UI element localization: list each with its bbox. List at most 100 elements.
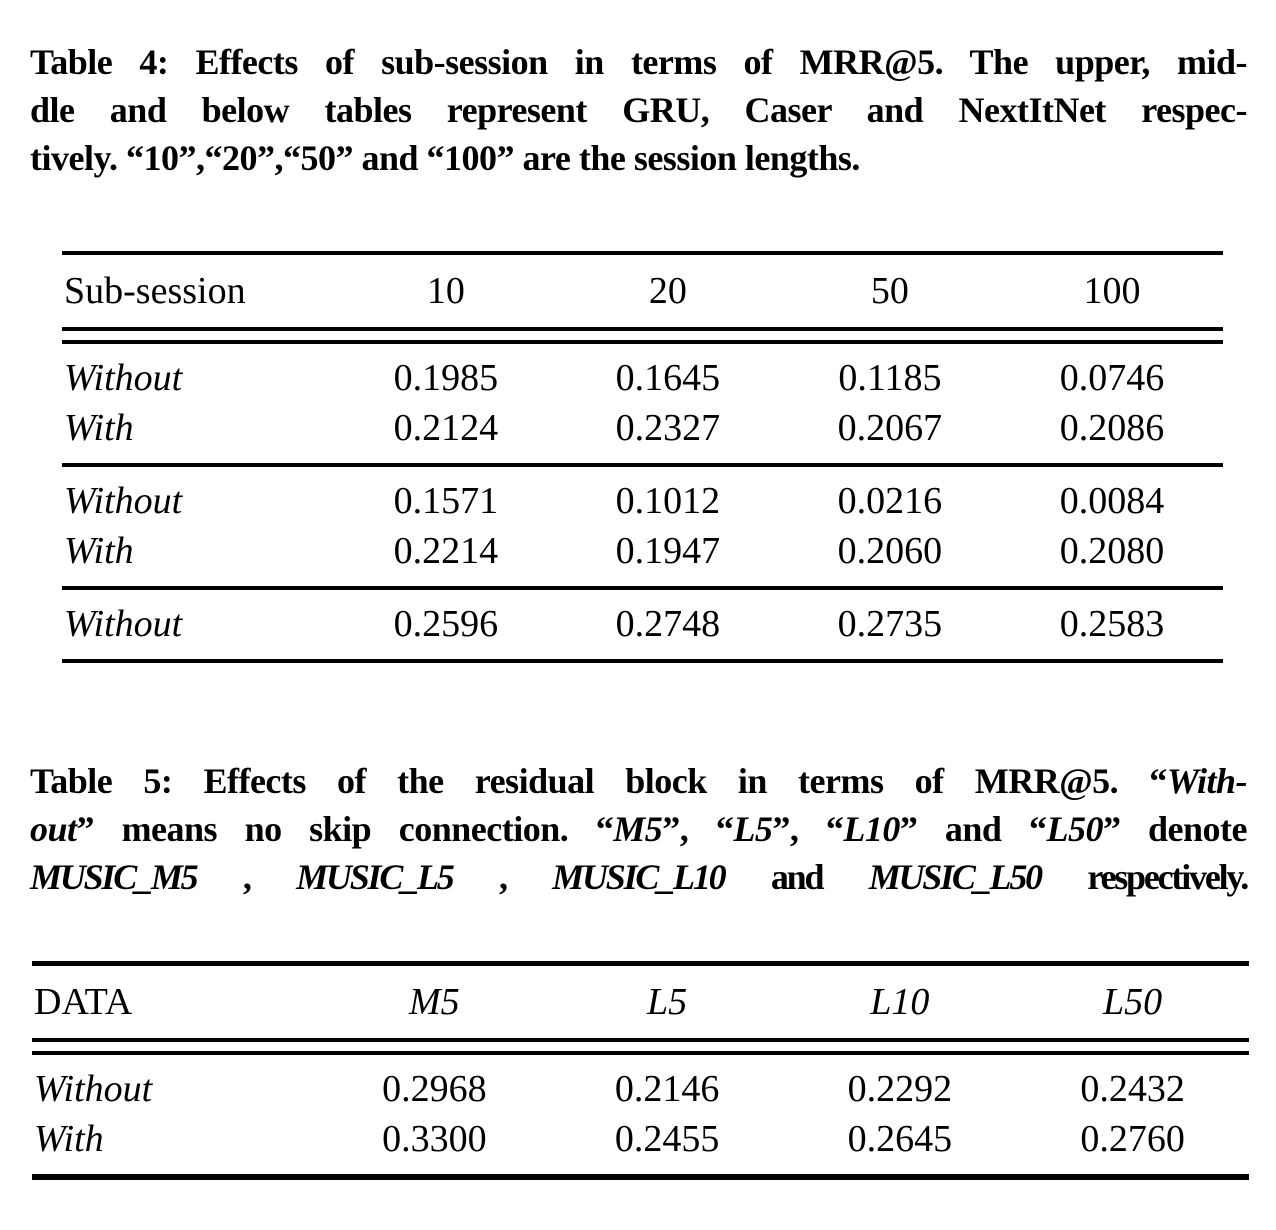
table5: DATA M5 L5 L10 L50 Without 0.2968 0.2146…: [32, 961, 1249, 1180]
caption-segment: ”, “: [662, 809, 734, 849]
table4-caption: Table 4: Effects of sub-session in terms…: [30, 38, 1248, 182]
caption-segment: and: [724, 857, 869, 897]
table4-header-row: Sub-session 10 20 50 100: [62, 255, 1223, 327]
row-label: With: [64, 407, 134, 449]
value-cell: 0.2968: [382, 1068, 487, 1110]
table4-group-nextitnet: Without 0.2596 0.2748 0.2735 0.2583: [62, 590, 1223, 659]
table5-bottom-rule: [32, 1174, 1249, 1180]
double-rule-line: [62, 327, 1223, 331]
caption-segment: L10: [843, 809, 900, 849]
row-label: Without: [64, 357, 183, 399]
table5-body: Without 0.2968 0.2146 0.2292 0.2432 With…: [32, 1055, 1249, 1174]
table5-caption-label: Table 5:: [30, 761, 173, 801]
caption-segment: L5: [733, 809, 773, 849]
caption-segment: respectively.: [1040, 857, 1249, 897]
double-rule-line: [62, 340, 1223, 344]
value-cell: 0.2067: [837, 407, 943, 449]
caption-segment: MUSIC_M5: [30, 857, 199, 897]
value-cell: 0.2292: [847, 1068, 953, 1110]
table5-double-rule: [32, 1038, 1249, 1055]
value-cell: 0.2080: [1059, 530, 1165, 572]
value-cell: 0.2760: [1080, 1118, 1185, 1160]
table4-mid-rule: [62, 586, 1223, 590]
table-row: With 0.2124 0.2327 0.2067 0.2086: [62, 403, 1223, 453]
value-cell: 0.2735: [837, 603, 943, 645]
double-rule-line: [32, 1051, 1249, 1055]
table4-caption-line1: Table 4: Effects of sub-session in terms…: [30, 38, 1248, 86]
value-cell: 0.2645: [847, 1118, 953, 1160]
table5-caption-line2: out” means no skip connection. “M5”, “L5…: [30, 805, 1248, 853]
caption-segment: ”, “: [772, 809, 844, 849]
caption-segment: L50: [1046, 809, 1103, 849]
column-header-data: DATA: [34, 981, 133, 1023]
value-cell: 0.2596: [393, 603, 499, 645]
value-cell: 0.0216: [837, 480, 943, 522]
table4-group-gru: Without 0.1985 0.1645 0.1185 0.0746 With…: [62, 344, 1223, 463]
table5-caption-italic: With-: [1166, 761, 1248, 801]
table5-caption-line3: MUSIC_M5 , MUSIC_L5 , MUSIC_L10 and MUSI…: [30, 853, 1249, 901]
caption-segment: ,: [196, 857, 297, 897]
table4-top-rule: [62, 251, 1223, 255]
table-row: With 0.3300 0.2455 0.2645 0.2760: [32, 1114, 1249, 1164]
column-header-l10: L10: [870, 981, 930, 1023]
column-header-l5: L5: [647, 981, 688, 1023]
column-header-100: 100: [1083, 270, 1141, 312]
value-cell: 0.2086: [1059, 407, 1165, 449]
table-row: Without 0.1985 0.1645 0.1185 0.0746: [62, 353, 1223, 403]
value-cell: 0.2214: [393, 530, 499, 572]
value-cell: 0.1012: [615, 480, 721, 522]
double-rule-gap: [32, 1042, 1249, 1051]
value-cell: 0.0746: [1059, 357, 1165, 399]
value-cell: 0.2455: [614, 1118, 720, 1160]
row-label: Without: [64, 603, 183, 645]
table-row: Without 0.1571 0.1012 0.0216 0.0084: [62, 476, 1223, 526]
column-header-20: 20: [648, 270, 687, 312]
table5-caption: Table 5: Effects of the residual block i…: [30, 757, 1249, 901]
value-cell: 0.2124: [393, 407, 499, 449]
caption-segment: MUSIC_L10: [552, 857, 726, 897]
value-cell: 0.1645: [615, 357, 721, 399]
caption-segment: out: [30, 809, 77, 849]
value-cell: 0.1185: [838, 357, 942, 399]
table4-caption-line2: dle and below tables represent GRU, Case…: [30, 90, 1248, 130]
row-label: Without: [34, 1068, 153, 1110]
table-row: With 0.2214 0.1947 0.2060 0.2080: [62, 526, 1223, 576]
value-cell: 0.3300: [382, 1118, 487, 1160]
caption-segment: MUSIC_L5: [296, 857, 455, 897]
table4-double-rule: [62, 327, 1223, 344]
caption-segment: ” means no skip connection. “: [76, 809, 614, 849]
row-label: With: [64, 530, 134, 572]
value-cell: 0.1985: [393, 357, 499, 399]
table-row: Without 0.2968 0.2146 0.2292 0.2432: [32, 1064, 1249, 1114]
value-cell: 0.1947: [615, 530, 721, 572]
double-rule-line: [32, 1038, 1249, 1042]
table4: Sub-session 10 20 50 100 Without 0.1985 …: [62, 251, 1223, 663]
row-label: Without: [64, 480, 183, 522]
value-cell: 0.0084: [1059, 480, 1165, 522]
table5-caption-text: Effects of the residual block in terms o…: [172, 761, 1167, 801]
value-cell: 0.1571: [393, 480, 499, 522]
table4-caption-text: Effects of sub-session in terms of MRR@5…: [168, 42, 1248, 82]
value-cell: 0.2327: [615, 407, 721, 449]
caption-segment: ” denote: [1102, 809, 1248, 849]
table5-caption-line1: Table 5: Effects of the residual block i…: [30, 757, 1248, 805]
table4-caption-line3: tively. “10”,“20”,“50” and “100” are the…: [30, 138, 860, 178]
value-cell: 0.2060: [837, 530, 943, 572]
value-cell: 0.2432: [1080, 1068, 1185, 1110]
table5-header-row: DATA M5 L5 L10 L50: [32, 966, 1249, 1038]
double-rule-gap: [62, 331, 1223, 340]
row-label: With: [34, 1118, 104, 1160]
column-header-sub-session: Sub-session: [64, 270, 246, 312]
table4-bottom-rule: [62, 659, 1223, 663]
column-header-10: 10: [426, 270, 465, 312]
column-header-l50: L50: [1103, 981, 1163, 1023]
value-cell: 0.2146: [614, 1068, 720, 1110]
table4-group-caser: Without 0.1571 0.1012 0.0216 0.0084 With…: [62, 467, 1223, 586]
table4-mid-rule: [62, 463, 1223, 467]
caption-segment: ,: [452, 857, 553, 897]
table-row: Without 0.2596 0.2748 0.2735 0.2583: [62, 599, 1223, 649]
column-header-50: 50: [870, 270, 909, 312]
table4-caption-label: Table 4:: [30, 42, 169, 82]
caption-segment: ” and “: [899, 809, 1047, 849]
column-header-m5: M5: [409, 981, 460, 1023]
